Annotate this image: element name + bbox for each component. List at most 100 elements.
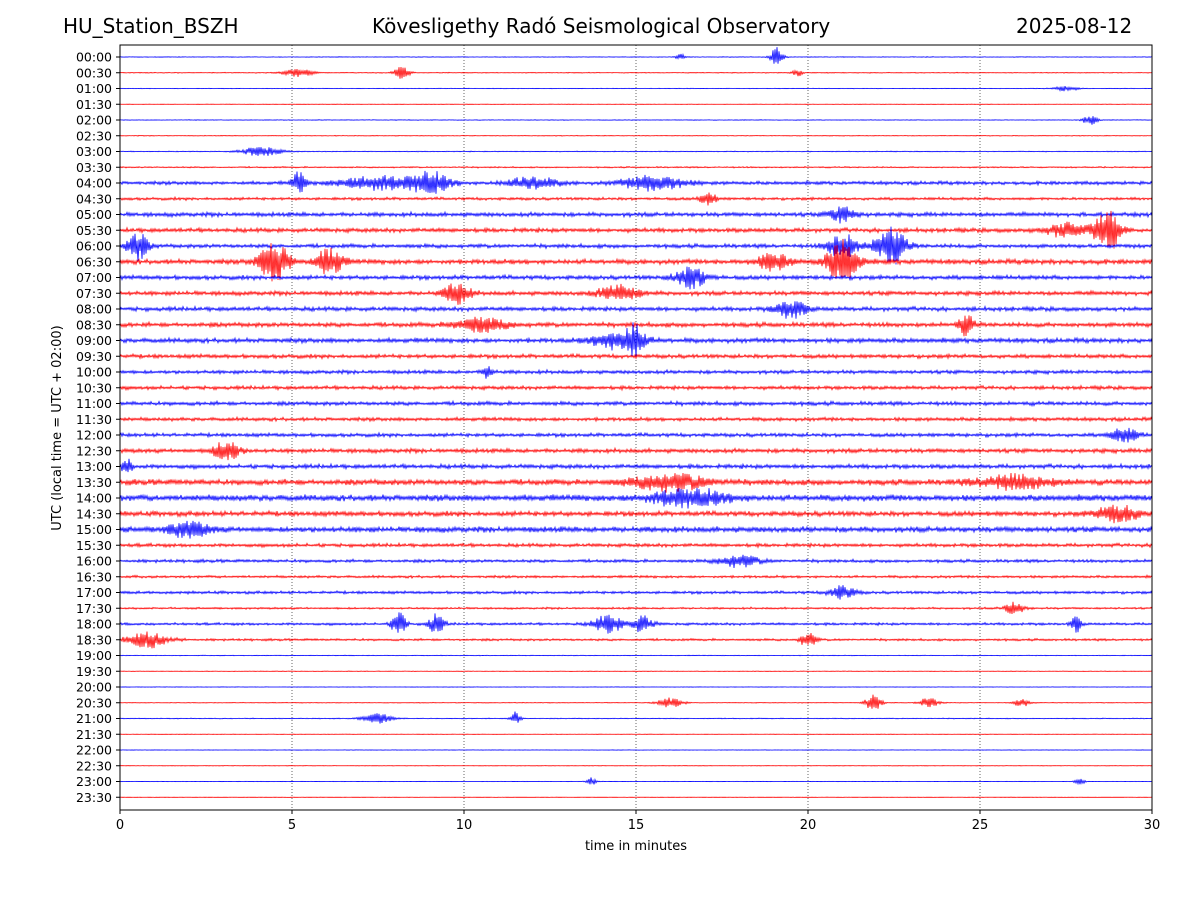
x-axis-label: time in minutes [585, 839, 687, 854]
trace-1330 [119, 473, 1153, 493]
trace-0030 [119, 67, 1153, 79]
y-tick-label: 09:30 [76, 349, 112, 364]
trace-1100 [119, 399, 1153, 408]
trace-1530 [119, 541, 1153, 549]
trace-0730 [119, 283, 1153, 305]
x-tick-label: 10 [456, 818, 473, 833]
trace-1230 [119, 442, 1153, 461]
trace-0230 [119, 134, 1153, 137]
trace-1800 [119, 612, 1153, 634]
trace-0200 [119, 116, 1153, 125]
trace-0800 [119, 301, 1153, 319]
y-tick-label: 06:00 [76, 239, 112, 254]
trace-1300 [119, 458, 1153, 473]
trace-0330 [119, 165, 1153, 169]
y-tick-label: 01:30 [76, 97, 112, 112]
y-tick-label: 13:00 [76, 459, 112, 474]
trace-0530 [119, 210, 1153, 249]
y-tick-label: 17:30 [76, 601, 112, 616]
trace-1500 [119, 520, 1153, 539]
x-axis-ticks: 0 5 10 15 20 25 30 [116, 810, 1160, 833]
y-tick-label: 02:30 [76, 128, 112, 143]
trace-1130 [119, 415, 1153, 423]
y-tick-label: 05:30 [76, 223, 112, 238]
trace-1900 [119, 654, 1153, 657]
y-tick-label: 18:00 [76, 617, 112, 632]
trace-2100 [119, 711, 1153, 724]
trace-1030 [119, 384, 1153, 392]
trace-0630 [119, 239, 1153, 282]
y-tick-label: 17:00 [76, 585, 112, 600]
trace-2300 [119, 777, 1153, 786]
y-tick-label: 14:00 [76, 491, 112, 506]
y-tick-label: 07:00 [76, 270, 112, 285]
trace-0500 [119, 206, 1153, 224]
trace-2030 [119, 694, 1153, 709]
y-tick-label: 00:30 [76, 65, 112, 80]
x-tick-label: 30 [1144, 818, 1161, 833]
trace-0300 [119, 147, 1153, 156]
y-tick-label: 21:00 [76, 711, 112, 726]
seismic-traces [119, 47, 1153, 798]
y-tick-label: 22:00 [76, 743, 112, 758]
trace-0400 [119, 170, 1153, 194]
y-tick-label: 13:30 [76, 475, 112, 490]
y-tick-label: 22:30 [76, 758, 112, 773]
trace-0830 [119, 315, 1153, 337]
trace-1000 [119, 366, 1153, 379]
trace-1430 [119, 504, 1153, 524]
y-tick-label: 01:00 [76, 81, 112, 96]
y-tick-label: 08:00 [76, 302, 112, 317]
x-tick-label: 5 [288, 818, 296, 833]
station-title: HU_Station_BSZH [63, 14, 239, 38]
x-tick-label: 15 [628, 818, 645, 833]
y-tick-label: 15:00 [76, 522, 112, 537]
trace-0430 [119, 192, 1153, 206]
y-tick-label: 07:30 [76, 286, 112, 301]
y-axis-label: UTC (local time = UTC + 02:00) [50, 325, 65, 530]
y-tick-label: 23:30 [76, 790, 112, 805]
y-tick-label: 21:30 [76, 727, 112, 742]
trace-1600 [119, 554, 1153, 568]
y-tick-label: 00:00 [76, 50, 112, 65]
y-tick-label: 03:30 [76, 160, 112, 175]
y-tick-label: 16:00 [76, 554, 112, 569]
y-tick-label: 12:00 [76, 428, 112, 443]
y-tick-label: 06:30 [76, 254, 112, 269]
trace-0930 [119, 352, 1153, 360]
y-tick-label: 05:00 [76, 207, 112, 222]
trace-1830 [119, 631, 1153, 649]
y-tick-label: 04:00 [76, 176, 112, 191]
y-tick-label: 09:00 [76, 333, 112, 348]
trace-0600 [119, 226, 1153, 265]
x-tick-label: 0 [116, 818, 124, 833]
y-tick-label: 08:30 [76, 317, 112, 332]
trace-1700 [119, 585, 1153, 600]
y-tick-label: 20:00 [76, 680, 112, 695]
y-tick-label: 11:00 [76, 396, 112, 411]
y-tick-label: 11:30 [76, 412, 112, 427]
x-tick-label: 20 [800, 818, 817, 833]
grid-lines [291, 45, 981, 810]
y-tick-label: 10:00 [76, 365, 112, 380]
y-tick-label: 12:30 [76, 443, 112, 458]
y-tick-label: 20:30 [76, 695, 112, 710]
y-tick-label: 15:30 [76, 538, 112, 553]
y-tick-label: 18:30 [76, 632, 112, 647]
trace-1200 [119, 427, 1153, 443]
date-title: 2025-08-12 [1016, 14, 1133, 38]
y-tick-label: 02:00 [76, 113, 112, 128]
y-axis-ticks: 00:0000:3001:0001:3002:0002:3003:0003:30… [76, 50, 120, 805]
y-tick-label: 14:30 [76, 506, 112, 521]
y-tick-label: 16:30 [76, 569, 112, 584]
trace-1630 [119, 574, 1153, 580]
y-tick-label: 03:00 [76, 144, 112, 159]
trace-0000 [119, 47, 1153, 64]
y-tick-label: 04:30 [76, 191, 112, 206]
y-tick-label: 19:30 [76, 664, 112, 679]
y-tick-label: 19:00 [76, 648, 112, 663]
trace-0700 [119, 266, 1153, 290]
y-tick-label: 10:30 [76, 380, 112, 395]
y-tick-label: 23:00 [76, 774, 112, 789]
observatory-title: Kövesligethy Radó Seismological Observat… [372, 14, 831, 38]
